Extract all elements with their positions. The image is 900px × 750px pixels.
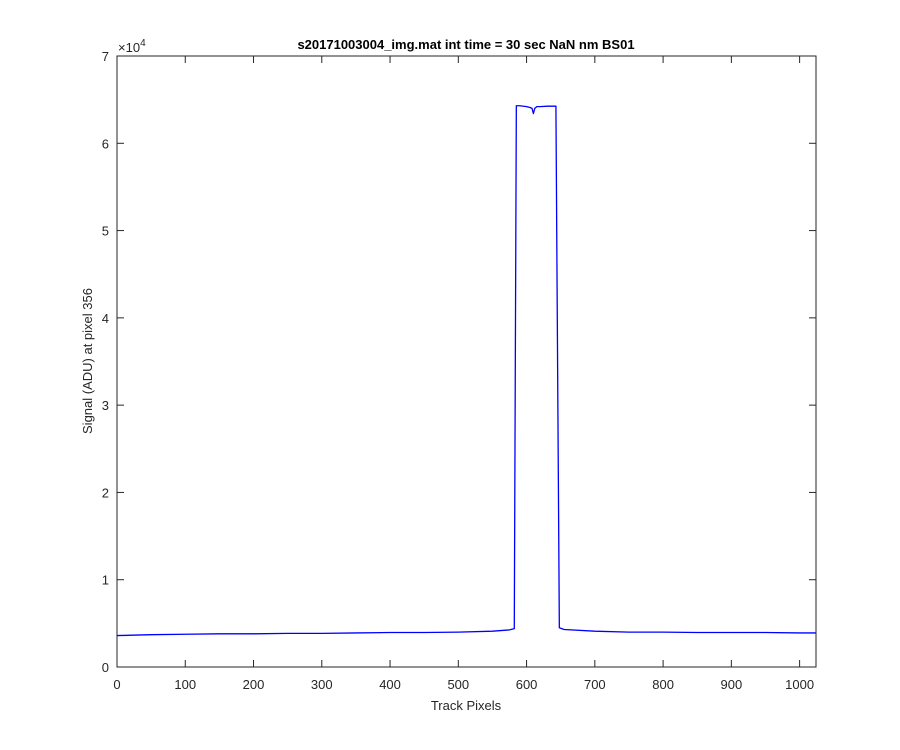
x-tick-label: 600	[516, 677, 538, 692]
y-tick-label: 6	[102, 136, 109, 151]
y-tick-label: 1	[102, 573, 109, 588]
y-exponent-power: 4	[140, 38, 146, 49]
x-tick-label: 200	[243, 677, 265, 692]
x-tick-label: 100	[174, 677, 196, 692]
axes-box	[116, 55, 817, 668]
y-exponent-base: ×10	[118, 40, 140, 55]
x-tick-label: 400	[379, 677, 401, 692]
x-tick-label: 800	[652, 677, 674, 692]
y-exponent-label: ×104	[118, 38, 146, 55]
x-tick-label: 300	[311, 677, 333, 692]
y-tick-label: 3	[102, 398, 109, 413]
plot-area	[117, 56, 816, 667]
x-tick-label: 900	[721, 677, 743, 692]
x-tick-label: 700	[584, 677, 606, 692]
x-tick-label: 1000	[785, 677, 814, 692]
x-axis-label: Track Pixels	[431, 698, 502, 713]
y-axis-label: Signal (ADU) at pixel 356	[80, 288, 95, 434]
y-tick-label: 4	[102, 311, 109, 326]
series-line	[116, 105, 816, 637]
ticks-layer: 0 100 200 300 400 500 600 700 800 900 1000 0 1 2 3 4 5 6 7	[102, 49, 816, 692]
chart-title: s20171003004_img.mat int time = 30 sec N…	[297, 37, 634, 52]
series-layer	[116, 105, 816, 637]
y-tick-label: 5	[102, 224, 109, 239]
x-tick-label: 500	[447, 677, 469, 692]
y-tick-label: 7	[102, 49, 109, 64]
x-tick-label: 0	[113, 677, 120, 692]
y-tick-label: 2	[102, 485, 109, 500]
y-tick-label: 0	[102, 660, 109, 675]
